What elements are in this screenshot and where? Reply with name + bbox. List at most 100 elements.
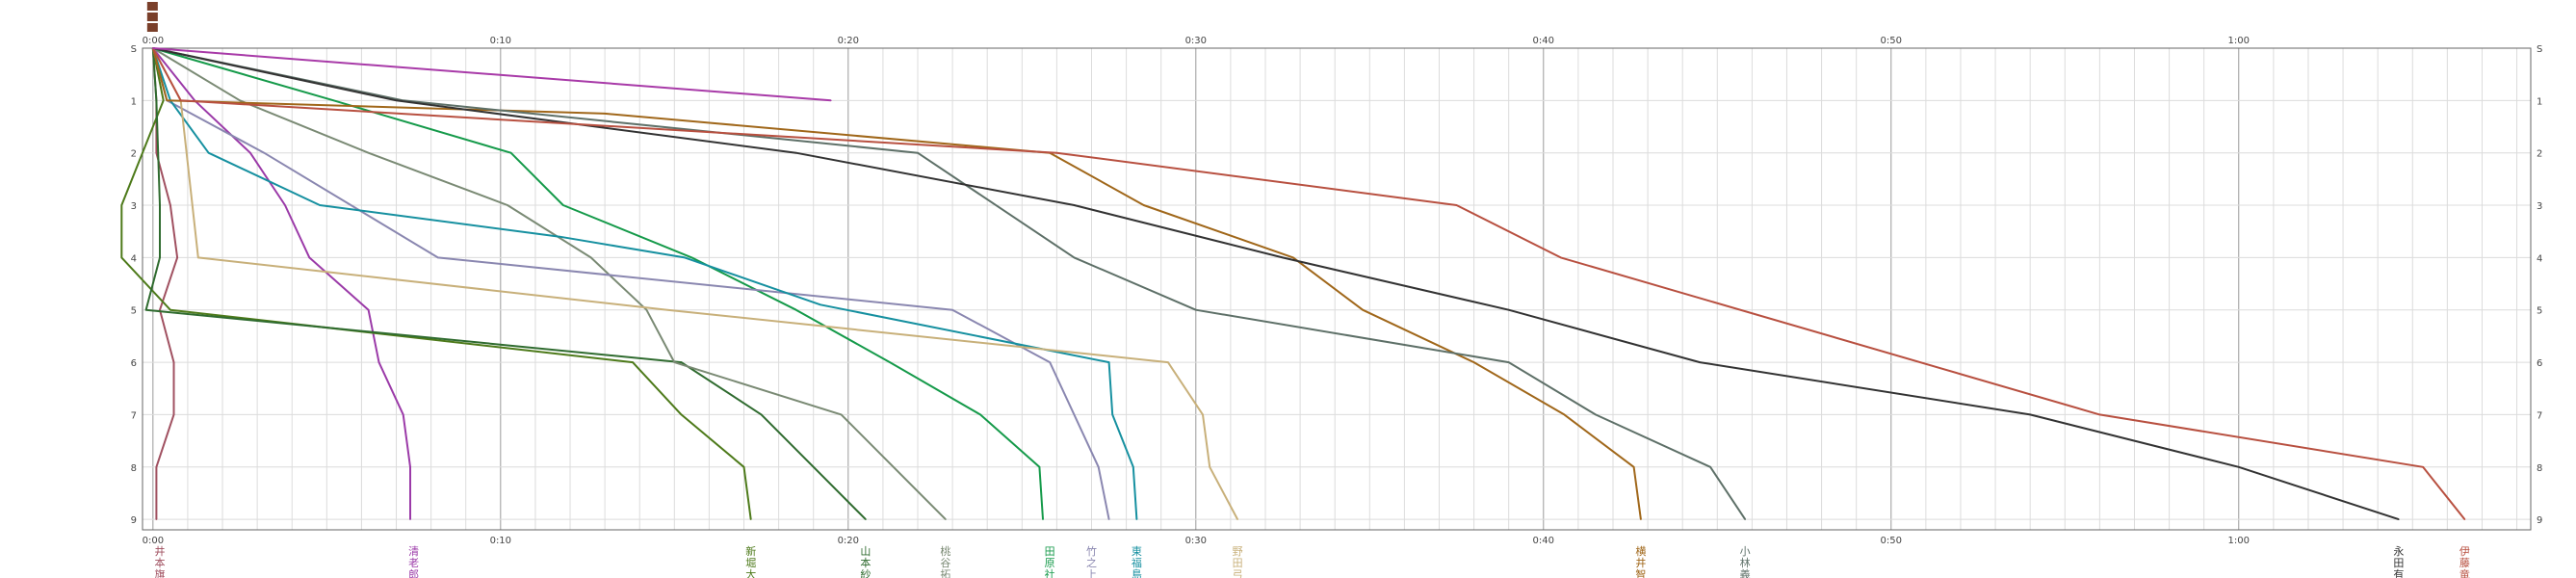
series-5-point-8 bbox=[945, 518, 947, 520]
series-line-9 bbox=[151, 47, 1238, 520]
series-line-12 bbox=[152, 47, 2400, 521]
series-4-point-1 bbox=[155, 99, 158, 102]
series-8-point-6 bbox=[820, 303, 821, 306]
series-11-point-7 bbox=[1709, 466, 1711, 468]
series-2-point-5 bbox=[367, 308, 370, 311]
start-block bbox=[146, 2, 158, 11]
y-tick-label-left: 9 bbox=[131, 515, 137, 526]
series-8-point-3 bbox=[319, 204, 321, 206]
runner-name-label: 田原社 bbox=[1045, 545, 1055, 578]
y-tick-label-right: 9 bbox=[2537, 515, 2542, 526]
x-tick-label-bottom: 0:00 bbox=[143, 536, 164, 546]
series-6-point-8 bbox=[1038, 466, 1041, 468]
series-12-point-6 bbox=[1699, 361, 1701, 363]
series-8-point-4 bbox=[559, 235, 560, 238]
series-5-point-7 bbox=[840, 413, 843, 416]
series-11-point-8 bbox=[1744, 518, 1746, 520]
y-tick-label-right: 1 bbox=[2537, 96, 2542, 107]
series-7-point-3 bbox=[437, 256, 439, 259]
series-6-point-5 bbox=[794, 308, 797, 311]
series-7-point-4 bbox=[951, 308, 953, 311]
series-13-point-5 bbox=[2098, 413, 2101, 416]
x-tick-label-top: 0:20 bbox=[838, 36, 859, 46]
series-8-point-7 bbox=[1107, 361, 1110, 363]
series-12-point-8 bbox=[2238, 466, 2240, 468]
series-2-point-9 bbox=[409, 518, 411, 520]
runner-name-label: 伊藤竜 bbox=[2459, 545, 2470, 578]
series-6-point-7 bbox=[979, 413, 981, 416]
grid bbox=[143, 47, 2531, 530]
series-10-point-2 bbox=[604, 113, 606, 115]
runner-name-label: 新堀大 bbox=[745, 544, 756, 578]
series-10-point-7 bbox=[1472, 361, 1475, 363]
series-11-point-6 bbox=[1595, 413, 1597, 416]
series-13-point-6 bbox=[2422, 466, 2424, 468]
runner-name-label: 竹之上 bbox=[1086, 544, 1097, 578]
series-3-point-1 bbox=[162, 99, 165, 102]
y-tick-label-left: 4 bbox=[131, 253, 137, 264]
series-7-point-6 bbox=[1097, 466, 1100, 468]
series-10-point-1 bbox=[166, 99, 169, 102]
runner-name-label: 永田有 bbox=[2393, 544, 2404, 578]
x-tick-label-top: 0:00 bbox=[143, 36, 164, 46]
series-12-point-9 bbox=[2398, 518, 2400, 520]
plot-frame bbox=[142, 47, 2532, 531]
series-3-point-5 bbox=[632, 361, 634, 363]
series-4-point-4 bbox=[144, 308, 147, 311]
series-10-point-5 bbox=[1292, 256, 1294, 259]
series-5-point-4 bbox=[589, 256, 592, 259]
y-tick-label-left: S bbox=[131, 44, 137, 55]
series-12-point-1 bbox=[395, 99, 398, 102]
series-12-point-2 bbox=[794, 151, 797, 154]
series-14-point-1 bbox=[830, 99, 832, 102]
x-tick-label-top: 1:00 bbox=[2228, 36, 2250, 46]
series-5-point-1 bbox=[239, 99, 241, 102]
series-3-point-8 bbox=[749, 518, 752, 520]
series-3-point-4 bbox=[169, 308, 171, 311]
series-3-point-6 bbox=[680, 413, 683, 416]
series-1-point-9 bbox=[155, 518, 158, 520]
series-11-point-2 bbox=[917, 151, 919, 154]
series-4-point-3 bbox=[159, 256, 161, 259]
series-9-point-6 bbox=[1209, 466, 1210, 468]
series-line-2 bbox=[152, 47, 411, 520]
series-11-point-5 bbox=[1507, 361, 1510, 363]
series-12-point-3 bbox=[1073, 204, 1076, 206]
x-tick-label-bottom: 1:00 bbox=[2228, 536, 2250, 546]
x-tick-label-bottom: 0:40 bbox=[1533, 536, 1554, 546]
series-line-14 bbox=[152, 47, 831, 102]
series-10-point-9 bbox=[1632, 466, 1635, 468]
series-1-point-3 bbox=[169, 204, 171, 206]
y-tick-label-left: 2 bbox=[131, 149, 137, 160]
series-2-point-8 bbox=[409, 466, 411, 468]
runner-name-label: 桃谷拓 bbox=[940, 544, 950, 578]
y-tick-label-right: 2 bbox=[2537, 149, 2542, 160]
axes: 0:00 0:00 0:10 0:10 0:20 0:20 0:30 0:30 0:40 0:40… bbox=[131, 36, 2543, 546]
series-6-point-2 bbox=[509, 151, 512, 154]
y-tick-label-right: 5 bbox=[2537, 306, 2542, 317]
series-8-point-2 bbox=[207, 151, 210, 154]
y-tick-label-left: 7 bbox=[131, 410, 137, 421]
series-10-point-6 bbox=[1362, 308, 1364, 311]
start-marker bbox=[146, 2, 158, 32]
series-lines bbox=[120, 47, 2466, 521]
series-7-point-7 bbox=[1107, 518, 1110, 520]
series-2-point-7 bbox=[402, 413, 404, 416]
runner-name-label: 小林義 bbox=[1740, 545, 1751, 578]
x-tick-label-top: 0:10 bbox=[490, 36, 511, 46]
series-3-point-3 bbox=[120, 256, 123, 259]
series-9-point-4 bbox=[1167, 361, 1169, 363]
series-12-point-7 bbox=[2029, 413, 2031, 416]
series-9-point-5 bbox=[1202, 413, 1204, 416]
series-6-point-9 bbox=[1042, 518, 1044, 520]
runner-name-label: 東福島 bbox=[1132, 545, 1142, 578]
series-13-point-7 bbox=[2463, 518, 2466, 520]
y-tick-label-right: 6 bbox=[2537, 358, 2542, 369]
series-5-point-3 bbox=[507, 204, 508, 206]
series-4-point-7 bbox=[865, 518, 867, 520]
y-tick-label-right: 4 bbox=[2537, 253, 2542, 264]
series-9-point-7 bbox=[1236, 518, 1238, 520]
runner-name-label: 野田弓 bbox=[1233, 545, 1243, 578]
series-1-point-6 bbox=[172, 361, 175, 363]
